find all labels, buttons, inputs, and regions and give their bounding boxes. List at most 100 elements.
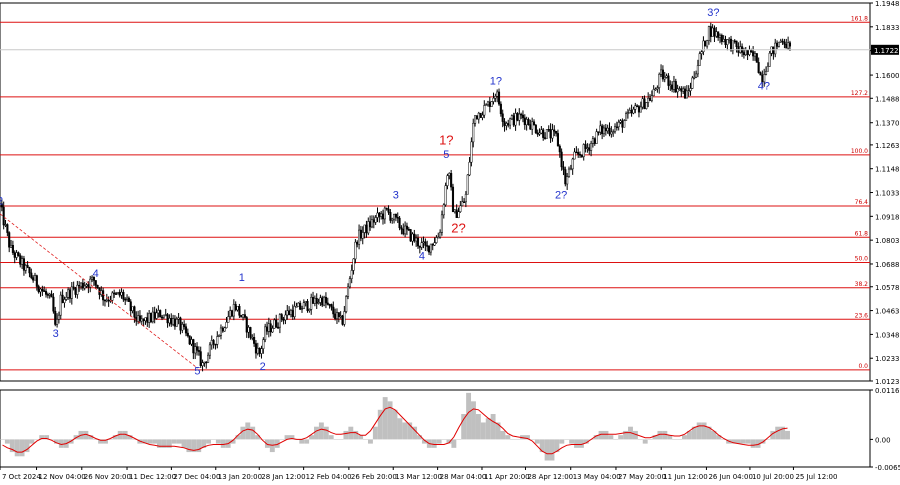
- oscillator-bar: [657, 430, 663, 440]
- x-tick-label: 13 May 04:00: [573, 473, 621, 481]
- candle-body: [442, 204, 445, 216]
- oscillator-bar: [554, 439, 560, 453]
- candle-body: [453, 209, 456, 213]
- candle-body: [229, 310, 232, 317]
- candle-body: [549, 129, 552, 139]
- candle-body: [426, 245, 429, 247]
- candle-body: [527, 119, 530, 125]
- candle-body: [323, 296, 326, 306]
- oscillator-bar: [466, 392, 472, 440]
- candle-body: [242, 314, 245, 318]
- candle-body: [197, 350, 200, 352]
- candle-body: [648, 98, 652, 101]
- candle-body: [788, 42, 792, 47]
- candle-body: [282, 319, 285, 321]
- candle-body: [584, 144, 587, 149]
- oscillator-bar: [358, 435, 364, 440]
- candle-body: [682, 88, 685, 92]
- candle-body: [757, 62, 760, 73]
- candle-body: [269, 323, 272, 333]
- oscillator-bar: [309, 435, 315, 440]
- candle-body: [625, 113, 628, 121]
- candle-body: [553, 129, 556, 132]
- candle-body: [372, 219, 375, 223]
- candle-body: [514, 113, 517, 126]
- oscillator-bar: [574, 439, 579, 448]
- candle-body: [405, 225, 408, 230]
- candle-body: [439, 232, 442, 238]
- x-tick-label: 26 Nov 20:00: [84, 473, 131, 481]
- oscillator-bar: [14, 439, 20, 457]
- trend-line-dashed: [0, 213, 198, 369]
- candle-body: [48, 293, 51, 296]
- wave-label: 3: [53, 328, 59, 340]
- oscillator-bar: [667, 435, 673, 440]
- oscillator-bar: [461, 414, 467, 440]
- oscillator-panel-border: [0, 389, 871, 468]
- candle-body: [437, 236, 440, 239]
- oscillator-bar: [642, 439, 648, 444]
- candle-body: [85, 284, 88, 287]
- osc-tick-label: -0.00653: [875, 464, 900, 472]
- fib-level-label: 23.6: [855, 312, 869, 319]
- x-tick-label: 27 May 20:00: [618, 473, 666, 481]
- candle-body: [700, 51, 703, 54]
- oscillator-bar: [83, 430, 89, 440]
- candle-body: [547, 129, 550, 131]
- candle-body: [30, 272, 33, 278]
- candle-body: [772, 46, 775, 55]
- candle-body: [94, 280, 97, 286]
- candle-body: [369, 221, 372, 228]
- oscillator-bar: [245, 422, 251, 440]
- candle-body: [127, 297, 130, 302]
- oscillator-bar: [117, 430, 123, 440]
- candle-body: [503, 121, 506, 126]
- oscillator-bar: [623, 430, 629, 440]
- candle-body: [444, 185, 447, 206]
- candle-body: [24, 265, 27, 271]
- candle-body: [350, 270, 353, 279]
- candle-body: [387, 208, 390, 213]
- oscillator-bar: [677, 439, 683, 440]
- candle-body: [477, 112, 480, 120]
- x-tick-label: 11 Apr 20:00: [484, 473, 530, 481]
- candle-body: [65, 297, 68, 300]
- candle-body: [50, 293, 53, 298]
- candle-body: [345, 296, 348, 312]
- candle-body: [680, 88, 683, 92]
- candle-body: [201, 362, 204, 366]
- candle-body: [683, 88, 687, 99]
- candle-body: [74, 288, 77, 295]
- candle-body: [759, 72, 762, 76]
- candle-body: [39, 288, 42, 293]
- oscillator-bar: [765, 439, 771, 440]
- candle-body: [140, 318, 143, 322]
- candle-body: [619, 120, 622, 123]
- candle-body: [593, 138, 596, 144]
- candle-body: [393, 213, 396, 220]
- oscillator-bar: [549, 439, 555, 461]
- oscillator-bar: [0, 439, 5, 440]
- candle-body: [781, 40, 784, 43]
- oscillator-bar: [166, 439, 172, 448]
- x-tick-label: 10 Jul 20:00: [752, 473, 794, 481]
- candle-body: [685, 90, 688, 99]
- candle-body: [715, 31, 718, 37]
- candle-body: [435, 237, 438, 243]
- candle-body: [610, 131, 613, 135]
- oscillator-bar: [525, 435, 530, 440]
- candle-body: [468, 161, 471, 176]
- candle-body: [68, 289, 72, 299]
- oscillator-panel: 0.01168 0.00 -0.00653: [0, 387, 900, 472]
- candle-body: [647, 98, 650, 103]
- candle-body: [510, 115, 513, 120]
- candle-body: [186, 332, 189, 336]
- y-tick-label: 1.0123: [875, 378, 900, 386]
- candle-body: [472, 123, 475, 143]
- candle-body: [299, 302, 302, 310]
- fib-level-label: 127.2: [851, 90, 868, 97]
- oscillator-bar: [490, 414, 496, 440]
- y-tick-label: 1.0918: [875, 213, 900, 221]
- candle-body: [658, 74, 661, 88]
